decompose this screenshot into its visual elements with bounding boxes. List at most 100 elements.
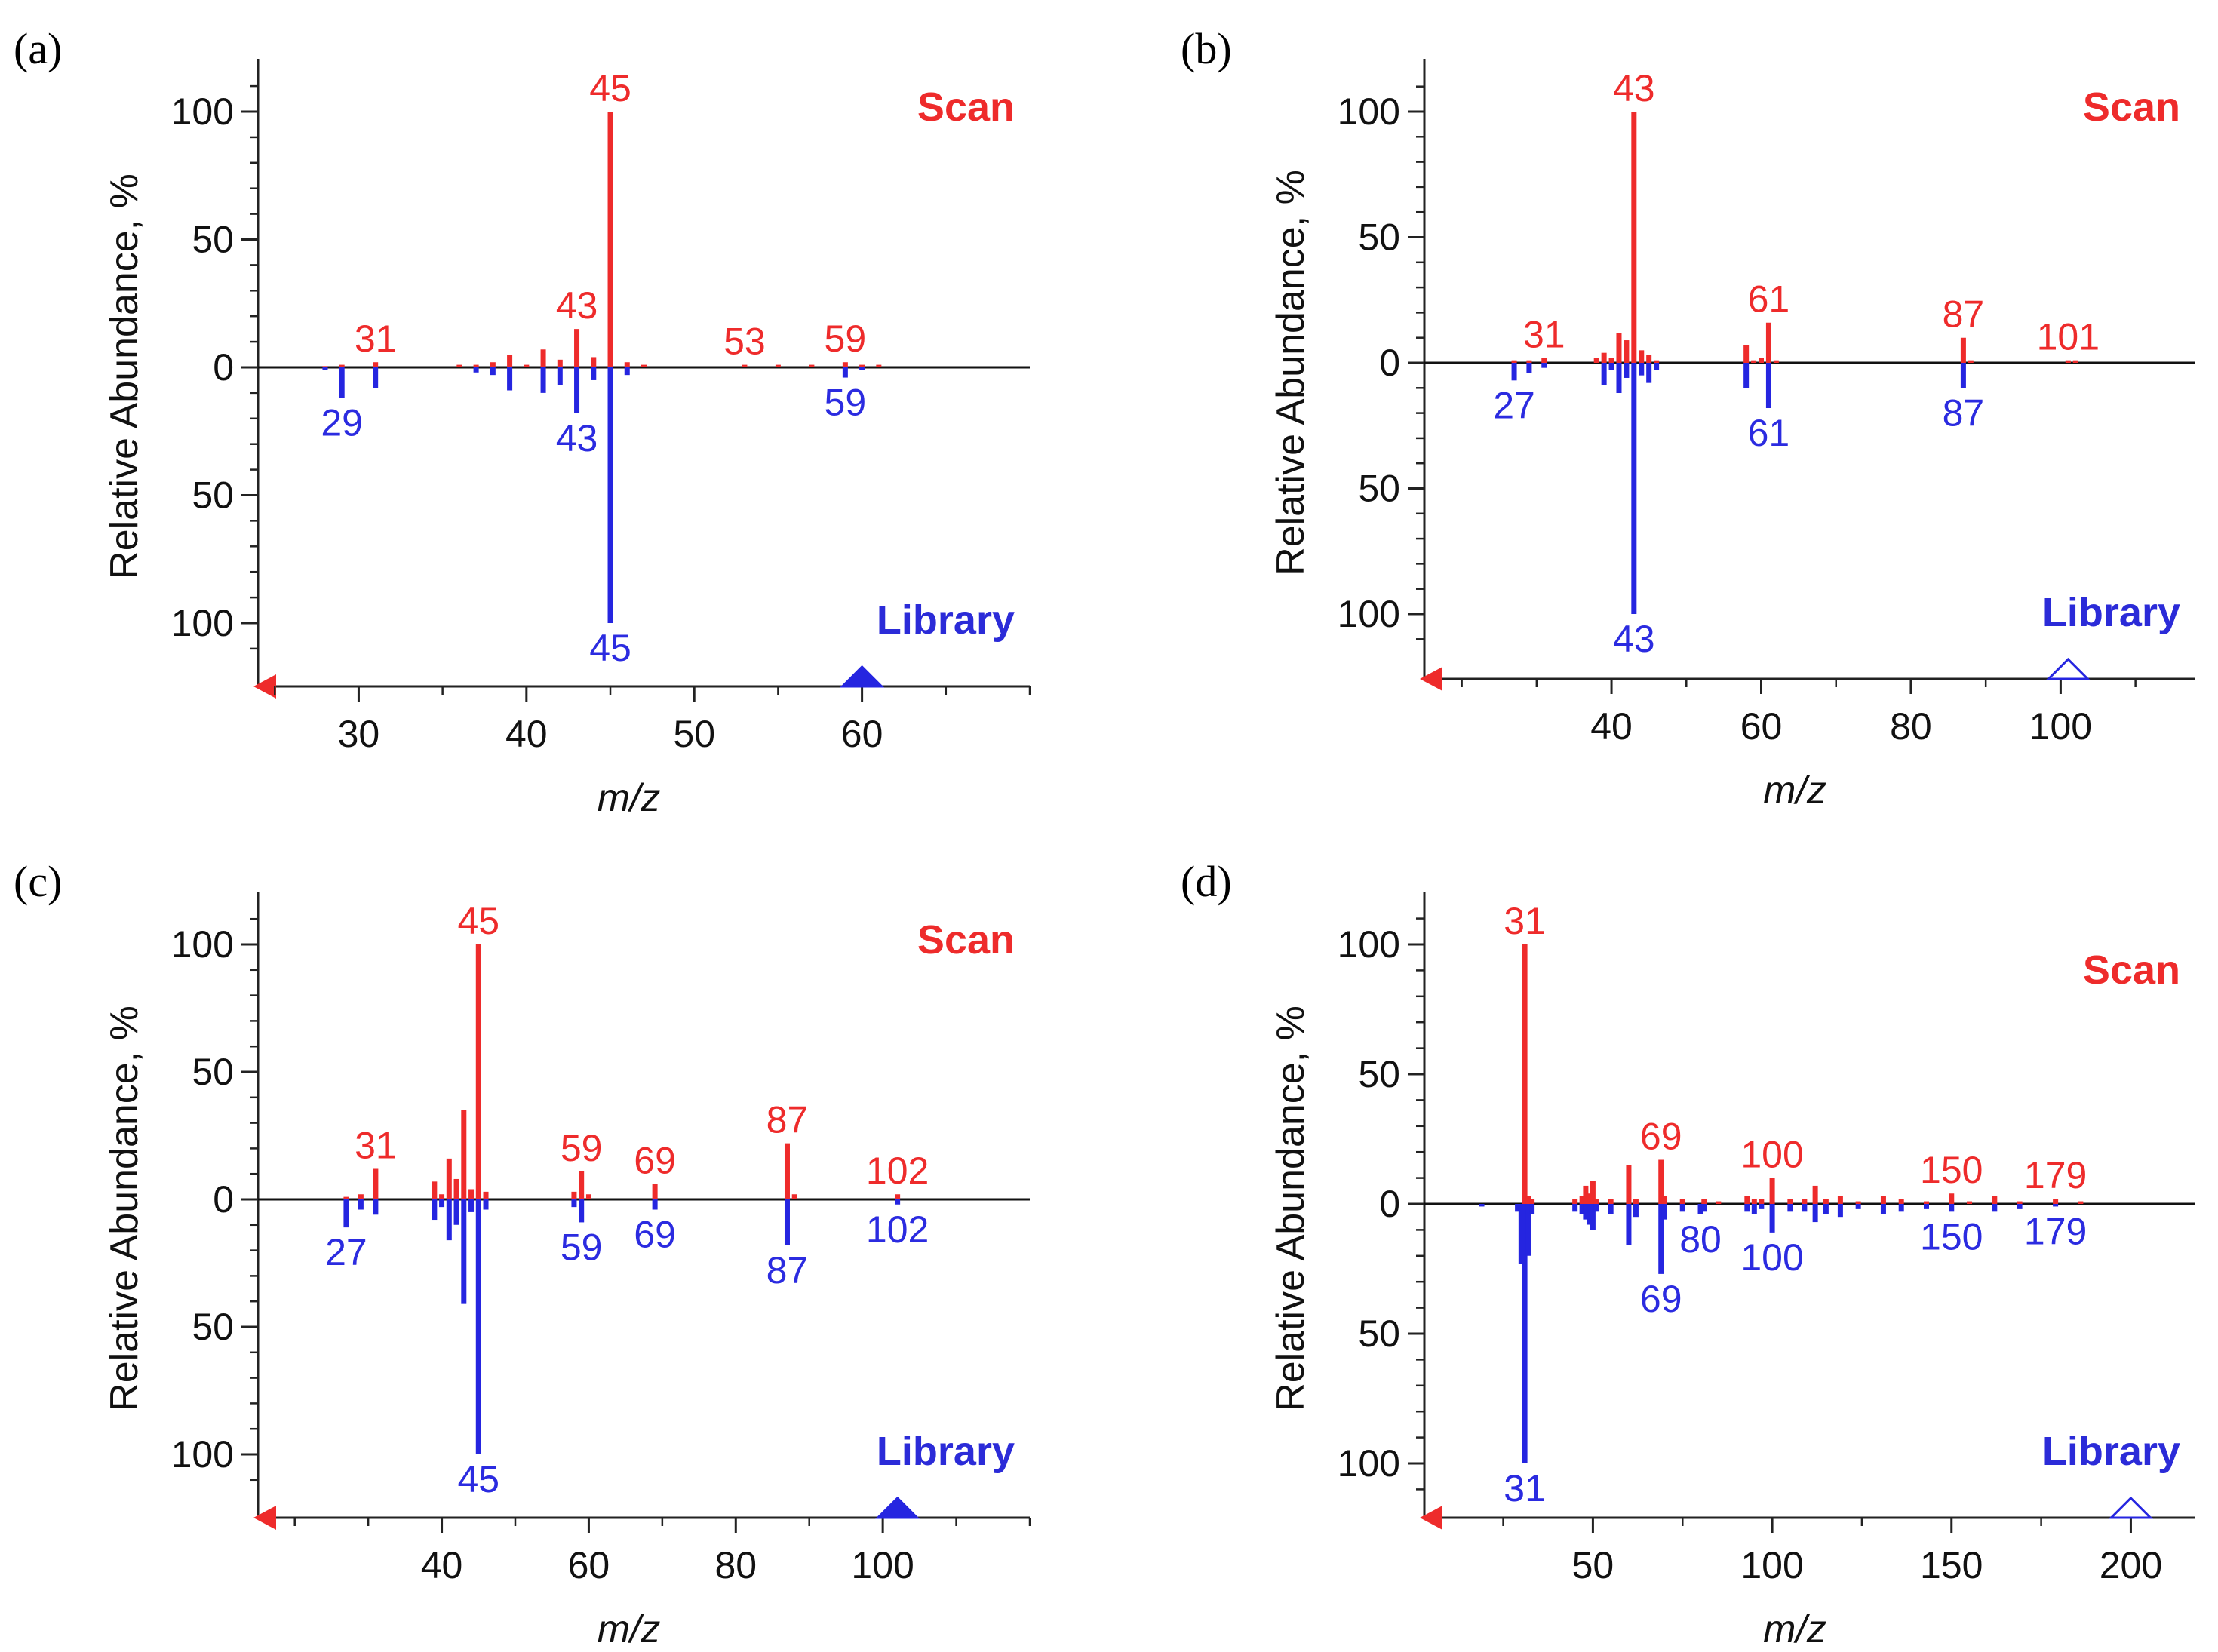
y-axis-label: Relative Abundance, % <box>1269 1006 1313 1411</box>
y-tick-label: 100 <box>1338 593 1400 635</box>
scan-peak-label: 179 <box>2024 1154 2087 1196</box>
x-tick-label: 100 <box>851 1544 914 1586</box>
y-tick-label: 100 <box>1338 923 1400 966</box>
y-tick-label: 100 <box>171 1433 234 1475</box>
scroll-left-arrow-icon <box>1420 667 1442 691</box>
scan-peak-label: 101 <box>2037 316 2100 358</box>
x-tick-label: 80 <box>1890 705 1932 748</box>
x-tick-label: 50 <box>1572 1544 1614 1586</box>
scan-peak-label: 59 <box>561 1127 603 1169</box>
scan-legend-label: Scan <box>2083 947 2180 993</box>
y-tick-label: 0 <box>213 346 234 388</box>
library-peak-label: 45 <box>589 627 631 669</box>
position-marker-icon <box>2108 1496 2154 1519</box>
y-tick-label: 50 <box>1358 216 1400 259</box>
y-tick-label: 100 <box>171 923 234 966</box>
library-peak-label: 87 <box>766 1249 809 1291</box>
library-legend-label: Library <box>2042 1429 2180 1474</box>
scan-peak-label: 87 <box>766 1099 809 1141</box>
y-tick-label: 50 <box>192 219 234 261</box>
y-tick-label: 50 <box>192 1051 234 1093</box>
scroll-left-arrow-icon <box>253 1506 276 1530</box>
scan-peak-label: 69 <box>634 1140 676 1182</box>
x-tick-label: 150 <box>1920 1544 1983 1586</box>
scan-peak-label: 31 <box>1504 900 1546 942</box>
x-tick-label: 60 <box>841 713 883 755</box>
library-peak-label: 150 <box>1920 1215 1983 1257</box>
x-tick-label: 200 <box>2100 1544 2162 1586</box>
scan-peak-label: 102 <box>866 1150 929 1192</box>
x-axis-label: m/z <box>598 776 661 820</box>
library-peak-label: 43 <box>556 417 598 459</box>
position-marker-icon <box>2045 657 2091 680</box>
scan-legend-label: Scan <box>2083 84 2180 130</box>
y-tick-label: 50 <box>1358 1053 1400 1095</box>
scan-peak-label: 45 <box>589 67 631 109</box>
panel-label: (d) <box>1181 857 1232 906</box>
scroll-left-arrow-icon <box>253 674 276 699</box>
library-peak-label: 27 <box>325 1231 367 1273</box>
y-tick-label: 50 <box>1358 468 1400 510</box>
scan-peak-label: 150 <box>1920 1149 1983 1191</box>
position-marker-icon <box>875 1496 920 1519</box>
library-peak-label: 43 <box>1613 618 1655 660</box>
y-tick-label: 100 <box>1338 91 1400 133</box>
position-marker-icon <box>839 665 885 688</box>
scan-peak-label: 43 <box>556 284 598 327</box>
x-tick-label: 50 <box>673 713 715 755</box>
scan-peak-label: 31 <box>1523 313 1565 355</box>
x-tick-label: 80 <box>714 1544 757 1586</box>
y-tick-label: 50 <box>1358 1313 1400 1355</box>
library-peak-label: 31 <box>1504 1467 1546 1509</box>
x-axis-label: m/z <box>598 1607 661 1651</box>
library-peak-label: 102 <box>866 1208 929 1251</box>
library-peak-label: 59 <box>561 1226 603 1268</box>
y-axis-label: Relative Abundance, % <box>103 173 146 579</box>
x-tick-label: 100 <box>2029 705 2092 748</box>
scan-peak-label: 59 <box>825 318 867 360</box>
y-tick-label: 100 <box>1338 1442 1400 1485</box>
scan-peak-label: 53 <box>723 321 766 363</box>
library-peak-label: 59 <box>825 382 867 424</box>
chart-panel-b: (b) 100 50 0 50 100 40 60 80 100 Relative Abundanc… <box>1181 24 2195 812</box>
library-peak-label: 69 <box>634 1214 676 1256</box>
chart-panel-c: (c) 100 50 0 50 100 40 60 80 100 Relative Abundanc… <box>14 857 1031 1651</box>
scan-peak-label: 43 <box>1613 67 1655 109</box>
y-tick-label: 0 <box>1379 342 1400 384</box>
y-tick-label: 100 <box>171 602 234 644</box>
library-peak-label: 179 <box>2024 1210 2087 1252</box>
scan-peak-label: 31 <box>355 1124 397 1166</box>
library-peak-label: 29 <box>321 402 363 444</box>
y-tick-label: 0 <box>213 1178 234 1221</box>
x-axis-label: m/z <box>1763 1607 1826 1651</box>
library-peak-label: 69 <box>1640 1278 1682 1320</box>
library-peak-label: 100 <box>1740 1236 1803 1279</box>
panel-label: (b) <box>1181 24 1232 73</box>
library-legend-label: Library <box>877 597 1015 643</box>
x-axis-label: m/z <box>1763 769 1826 812</box>
x-tick-label: 40 <box>505 713 548 755</box>
y-tick-label: 0 <box>1379 1183 1400 1225</box>
scan-peak-label: 31 <box>355 318 397 360</box>
panel-label: (a) <box>14 24 62 73</box>
y-axis-label: Relative Abundance, % <box>103 1006 146 1411</box>
scan-peak-label: 45 <box>457 900 499 942</box>
y-axis-label: Relative Abundance, % <box>1269 170 1313 576</box>
y-tick-label: 100 <box>171 91 234 133</box>
x-tick-label: 100 <box>1740 1544 1803 1586</box>
scroll-left-arrow-icon <box>1420 1506 1442 1530</box>
chart-panel-a: (a) 100 50 0 50 100 30 40 50 60 Relative Abundance… <box>14 24 1031 820</box>
library-peak-label: 87 <box>1943 392 1985 434</box>
x-tick-label: 40 <box>421 1544 463 1586</box>
scan-peak-label: 87 <box>1943 293 1985 336</box>
scan-peak-label: 100 <box>1740 1134 1803 1176</box>
y-tick-label: 50 <box>192 1306 234 1348</box>
scan-legend-label: Scan <box>917 84 1015 130</box>
library-peak-label: 61 <box>1748 412 1790 454</box>
scan-peak-label: 69 <box>1640 1116 1682 1158</box>
chart-panel-d: (d) 100 50 0 50 100 50 100 150 200 Relative Abunda… <box>1181 857 2195 1651</box>
library-legend-label: Library <box>2042 590 2180 635</box>
x-tick-label: 30 <box>338 713 380 755</box>
x-tick-label: 40 <box>1590 705 1633 748</box>
